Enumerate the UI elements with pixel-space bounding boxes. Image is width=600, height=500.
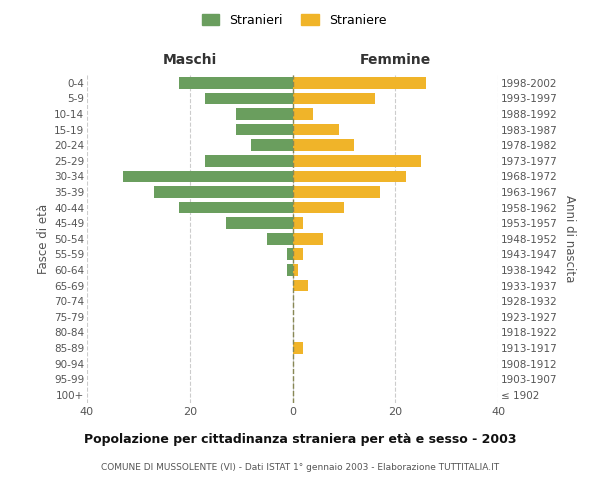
Bar xyxy=(293,233,323,244)
Bar xyxy=(293,124,339,136)
Bar xyxy=(205,155,293,166)
Bar xyxy=(287,264,293,276)
Text: COMUNE DI MUSSOLENTE (VI) - Dati ISTAT 1° gennaio 2003 - Elaborazione TUTTITALIA: COMUNE DI MUSSOLENTE (VI) - Dati ISTAT 1… xyxy=(101,462,499,471)
Bar xyxy=(293,108,313,120)
Text: Maschi: Maschi xyxy=(163,54,217,68)
Bar xyxy=(293,186,380,198)
Y-axis label: Anni di nascita: Anni di nascita xyxy=(563,195,576,282)
Bar xyxy=(205,92,293,104)
Bar xyxy=(226,218,293,229)
Y-axis label: Fasce di età: Fasce di età xyxy=(37,204,50,274)
Bar xyxy=(293,170,406,182)
Bar xyxy=(123,170,293,182)
Bar xyxy=(267,233,293,244)
Text: Popolazione per cittadinanza straniera per età e sesso - 2003: Popolazione per cittadinanza straniera p… xyxy=(84,432,516,446)
Bar xyxy=(179,77,293,88)
Bar xyxy=(293,140,354,151)
Bar xyxy=(293,342,303,354)
Bar xyxy=(287,248,293,260)
Bar xyxy=(251,140,293,151)
Bar xyxy=(293,202,344,213)
Text: Femmine: Femmine xyxy=(359,54,431,68)
Bar xyxy=(293,248,303,260)
Bar xyxy=(293,92,375,104)
Bar xyxy=(236,108,293,120)
Bar xyxy=(293,218,303,229)
Legend: Stranieri, Straniere: Stranieri, Straniere xyxy=(197,8,391,32)
Bar xyxy=(154,186,293,198)
Bar xyxy=(179,202,293,213)
Bar xyxy=(293,280,308,291)
Bar xyxy=(293,264,298,276)
Bar xyxy=(293,77,426,88)
Bar xyxy=(236,124,293,136)
Bar xyxy=(293,155,421,166)
